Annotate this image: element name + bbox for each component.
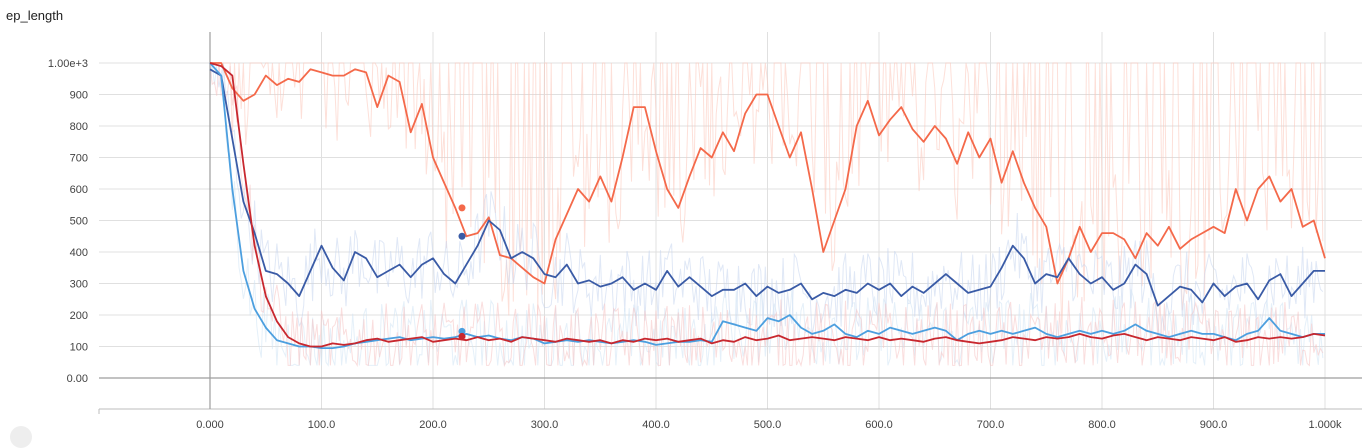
y-tick-label: 700 bbox=[70, 153, 88, 165]
series-line bbox=[210, 62, 1326, 285]
y-tick-label: 300 bbox=[70, 279, 88, 291]
x-tick-label: 500.0 bbox=[754, 419, 782, 431]
y-tick-labels: 0.00 100 200 300 400 500 600 700 800 900 1.00e+3 bbox=[48, 58, 88, 385]
series-line bbox=[209, 68, 1325, 307]
x-tick-label: 700.0 bbox=[977, 419, 1005, 431]
y-tick-label: 900 bbox=[70, 90, 88, 102]
y-tick-label: 1.00e+3 bbox=[48, 58, 88, 70]
x-tick-label: 800.0 bbox=[1088, 419, 1116, 431]
series-line bbox=[209, 62, 1326, 348]
x-tick-label: 100.0 bbox=[308, 419, 336, 431]
y-tick-label: 800 bbox=[70, 121, 88, 133]
y-tick-label: 0.00 bbox=[67, 373, 88, 385]
x-tick-label: 200.0 bbox=[419, 419, 447, 431]
axes bbox=[98, 32, 1362, 414]
raw-series-line bbox=[210, 62, 1324, 334]
x-tick-label: 0.000 bbox=[196, 419, 224, 431]
x-tick-labels: 0.000 100.0 200.0 300.0 400.0 500.0 600.0 700.0… bbox=[196, 419, 1342, 431]
chart-title: ep_length bbox=[6, 8, 64, 23]
raw-series-line bbox=[209, 61, 1324, 341]
series-line bbox=[209, 62, 1325, 349]
hover-point bbox=[458, 204, 466, 212]
hover-point bbox=[458, 232, 466, 240]
y-tick-label: 400 bbox=[70, 247, 88, 259]
x-tick-label: 300.0 bbox=[531, 419, 559, 431]
x-tick-label: 600.0 bbox=[865, 419, 893, 431]
corner-control bbox=[10, 426, 32, 448]
hover-point bbox=[458, 327, 466, 335]
chart-plot: 0.00 100 200 300 400 500 600 700 800 900 1.00e+3 0… bbox=[48, 32, 1362, 431]
hover-point bbox=[458, 332, 466, 340]
x-tick-label: 1.000k bbox=[1308, 419, 1342, 431]
y-tick-label: 200 bbox=[70, 310, 88, 322]
y-tick-label: 500 bbox=[70, 216, 88, 228]
y-tick-label: 600 bbox=[70, 184, 88, 196]
raw-series-line bbox=[209, 62, 1324, 368]
y-tick-label: 100 bbox=[70, 342, 88, 354]
x-tick-label: 900.0 bbox=[1200, 419, 1228, 431]
x-tick-label: 400.0 bbox=[642, 419, 670, 431]
smoothed-series-layer bbox=[209, 62, 1326, 349]
